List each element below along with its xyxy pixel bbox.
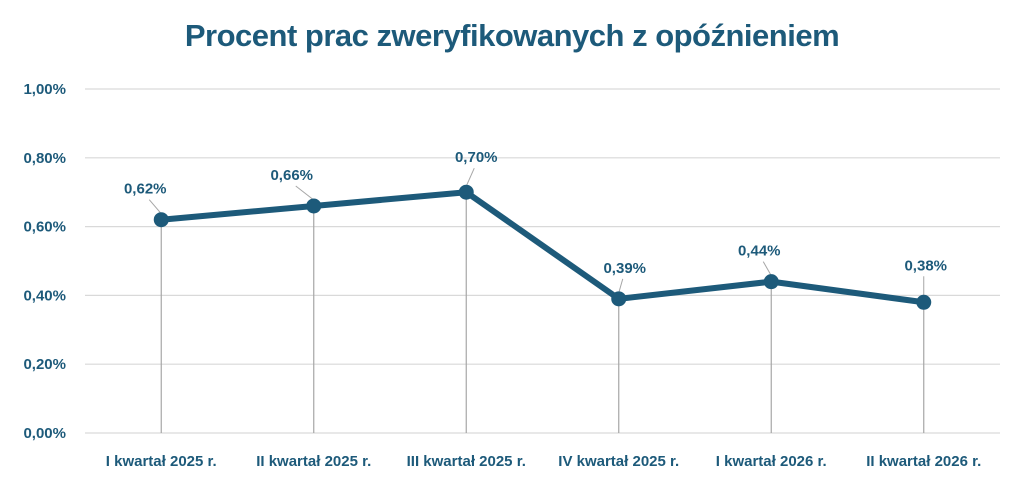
y-tick-label: 1,00% — [23, 81, 66, 98]
x-tick-label: II kwartał 2026 r. — [866, 453, 981, 470]
data-label: 0,38% — [904, 257, 947, 274]
data-label: 0,44% — [738, 243, 781, 260]
leader-line — [148, 199, 162, 215]
x-tick-label: I kwartał 2026 r. — [716, 453, 827, 470]
data-point — [763, 274, 779, 290]
data-point — [153, 212, 169, 228]
data-label: 0,62% — [124, 181, 167, 198]
y-tick-label: 0,00% — [23, 425, 66, 442]
data-point — [458, 184, 474, 200]
chart-title: Procent prac zweryfikowanych z opóźnieni… — [184, 18, 840, 53]
leader-line — [618, 278, 624, 293]
y-tick-label: 0,80% — [23, 150, 66, 167]
data-label: 0,66% — [270, 167, 313, 184]
data-point — [611, 291, 627, 307]
data-point — [916, 294, 932, 310]
leader-line — [465, 167, 475, 187]
leader-line — [762, 261, 772, 276]
x-tick-label: I kwartał 2025 r. — [106, 453, 217, 470]
y-tick-label: 0,60% — [23, 219, 66, 236]
y-tick-label: 0,20% — [23, 356, 66, 373]
series-line — [158, 189, 927, 306]
data-label: 0,39% — [603, 260, 646, 277]
data-point — [306, 198, 322, 214]
x-tick-label: IV kwartał 2025 r. — [558, 453, 679, 470]
x-tick-label: II kwartał 2025 r. — [256, 453, 371, 470]
data-label: 0,70% — [455, 149, 498, 166]
y-tick-label: 0,40% — [23, 287, 66, 304]
leader-line — [295, 185, 315, 201]
x-tick-label: III kwartał 2025 r. — [407, 453, 526, 470]
